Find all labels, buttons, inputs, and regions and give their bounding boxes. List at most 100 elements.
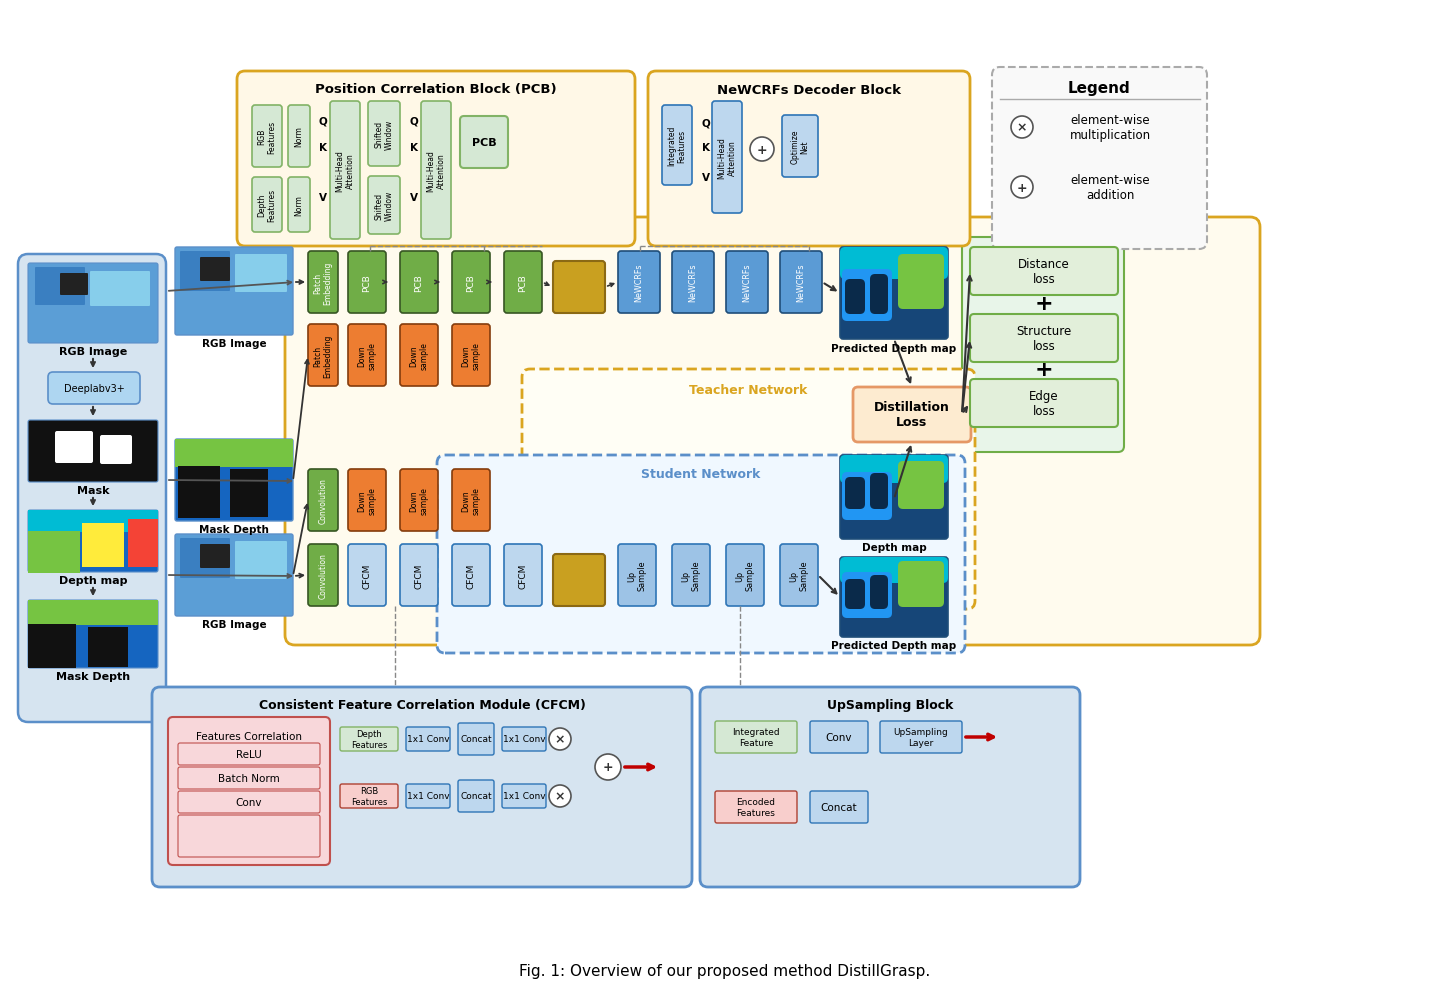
FancyBboxPatch shape bbox=[59, 274, 88, 296]
FancyBboxPatch shape bbox=[420, 102, 451, 240]
FancyBboxPatch shape bbox=[200, 258, 231, 282]
FancyBboxPatch shape bbox=[842, 472, 892, 521]
Text: Up
Sample: Up Sample bbox=[735, 561, 754, 591]
FancyBboxPatch shape bbox=[853, 387, 972, 442]
Text: Convolution: Convolution bbox=[319, 553, 328, 599]
FancyBboxPatch shape bbox=[842, 573, 892, 619]
FancyBboxPatch shape bbox=[307, 469, 338, 532]
FancyBboxPatch shape bbox=[307, 545, 338, 607]
Bar bbox=[28, 511, 158, 533]
FancyBboxPatch shape bbox=[235, 255, 287, 293]
Text: Position Correlation Block (PCB): Position Correlation Block (PCB) bbox=[315, 83, 557, 96]
Text: Q: Q bbox=[319, 117, 328, 126]
Text: NeWCRFs: NeWCRFs bbox=[796, 264, 806, 302]
FancyBboxPatch shape bbox=[671, 545, 710, 607]
Text: ReLU: ReLU bbox=[236, 749, 262, 759]
Text: Deeplabv3+: Deeplabv3+ bbox=[64, 383, 125, 393]
Text: Predicted Depth map: Predicted Depth map bbox=[831, 640, 957, 650]
FancyBboxPatch shape bbox=[502, 727, 547, 751]
Text: Convolution: Convolution bbox=[319, 477, 328, 524]
FancyBboxPatch shape bbox=[90, 272, 149, 307]
FancyBboxPatch shape bbox=[348, 469, 386, 532]
Text: NeWCRFs: NeWCRFs bbox=[635, 264, 644, 302]
Text: Fig. 1: Overview of our proposed method DistillGrasp.: Fig. 1: Overview of our proposed method … bbox=[519, 964, 931, 979]
FancyBboxPatch shape bbox=[175, 535, 293, 617]
Text: 1x1 Conv: 1x1 Conv bbox=[503, 791, 545, 800]
Text: PCB: PCB bbox=[471, 137, 496, 147]
Text: Down
sample: Down sample bbox=[409, 486, 429, 515]
Text: K: K bbox=[702, 142, 710, 152]
FancyBboxPatch shape bbox=[339, 784, 397, 808]
Text: Depth map: Depth map bbox=[861, 543, 927, 553]
Text: Consistent Feature Correlation Module (CFCM): Consistent Feature Correlation Module (C… bbox=[258, 699, 586, 712]
FancyBboxPatch shape bbox=[400, 469, 438, 532]
FancyBboxPatch shape bbox=[452, 325, 490, 386]
Text: Structure
loss: Structure loss bbox=[1016, 325, 1072, 353]
Text: 1x1 Conv: 1x1 Conv bbox=[503, 735, 545, 744]
FancyBboxPatch shape bbox=[840, 248, 948, 280]
Text: Norm: Norm bbox=[294, 195, 303, 216]
FancyBboxPatch shape bbox=[368, 177, 400, 235]
Text: Depth
Features: Depth Features bbox=[257, 189, 277, 222]
Text: V: V bbox=[410, 193, 418, 203]
FancyBboxPatch shape bbox=[898, 461, 944, 510]
Text: RGB
Features: RGB Features bbox=[257, 120, 277, 153]
Bar bbox=[175, 439, 293, 467]
FancyBboxPatch shape bbox=[845, 280, 866, 315]
FancyBboxPatch shape bbox=[992, 68, 1206, 250]
Text: Down
sample: Down sample bbox=[357, 342, 377, 369]
FancyBboxPatch shape bbox=[348, 325, 386, 386]
Text: Down
sample: Down sample bbox=[357, 486, 377, 515]
Text: Multi-Head
Attention: Multi-Head Attention bbox=[718, 137, 737, 179]
Text: Mask Depth: Mask Depth bbox=[199, 525, 268, 535]
FancyBboxPatch shape bbox=[840, 558, 948, 584]
FancyBboxPatch shape bbox=[180, 252, 231, 292]
FancyBboxPatch shape bbox=[970, 379, 1118, 427]
FancyBboxPatch shape bbox=[870, 576, 887, 610]
Text: PCB: PCB bbox=[519, 274, 528, 292]
Bar bbox=[231, 469, 268, 518]
Text: Up
Sample: Up Sample bbox=[789, 561, 809, 591]
Text: +: + bbox=[603, 760, 613, 773]
Text: element-wise
addition: element-wise addition bbox=[1070, 174, 1150, 202]
Text: CFCM: CFCM bbox=[362, 563, 371, 588]
FancyBboxPatch shape bbox=[452, 469, 490, 532]
Bar bbox=[83, 524, 125, 568]
FancyBboxPatch shape bbox=[28, 601, 158, 668]
Text: Student Network: Student Network bbox=[641, 468, 761, 481]
Text: RGB Image: RGB Image bbox=[202, 620, 267, 629]
Text: +: + bbox=[1035, 294, 1053, 314]
FancyBboxPatch shape bbox=[175, 439, 293, 522]
Circle shape bbox=[1011, 177, 1032, 199]
Text: V: V bbox=[702, 173, 710, 183]
Text: Norm: Norm bbox=[294, 126, 303, 147]
Bar bbox=[178, 466, 220, 519]
FancyBboxPatch shape bbox=[168, 717, 331, 866]
FancyBboxPatch shape bbox=[880, 721, 961, 753]
Text: Optimize
Net: Optimize Net bbox=[790, 129, 809, 164]
Text: ×: × bbox=[1016, 121, 1027, 134]
Text: ×: × bbox=[555, 789, 566, 802]
Bar bbox=[88, 627, 128, 667]
Text: Predicted Depth map: Predicted Depth map bbox=[831, 344, 957, 354]
FancyBboxPatch shape bbox=[406, 784, 450, 808]
Text: Concat: Concat bbox=[460, 791, 492, 800]
FancyBboxPatch shape bbox=[458, 780, 494, 812]
FancyBboxPatch shape bbox=[236, 72, 635, 247]
Circle shape bbox=[550, 728, 571, 750]
Text: Features Correlation: Features Correlation bbox=[196, 731, 302, 741]
Text: Shifted
Window: Shifted Window bbox=[374, 191, 394, 221]
FancyBboxPatch shape bbox=[780, 545, 818, 607]
FancyBboxPatch shape bbox=[870, 473, 887, 510]
FancyBboxPatch shape bbox=[452, 252, 490, 314]
FancyBboxPatch shape bbox=[715, 721, 798, 753]
FancyBboxPatch shape bbox=[28, 511, 158, 573]
FancyBboxPatch shape bbox=[842, 270, 892, 322]
Circle shape bbox=[550, 785, 571, 807]
Text: Integrated
Feature: Integrated Feature bbox=[732, 727, 780, 747]
FancyBboxPatch shape bbox=[235, 542, 287, 580]
Text: Mask: Mask bbox=[77, 485, 109, 495]
Text: CFCM: CFCM bbox=[415, 563, 423, 588]
FancyBboxPatch shape bbox=[339, 727, 397, 751]
FancyBboxPatch shape bbox=[845, 580, 866, 610]
